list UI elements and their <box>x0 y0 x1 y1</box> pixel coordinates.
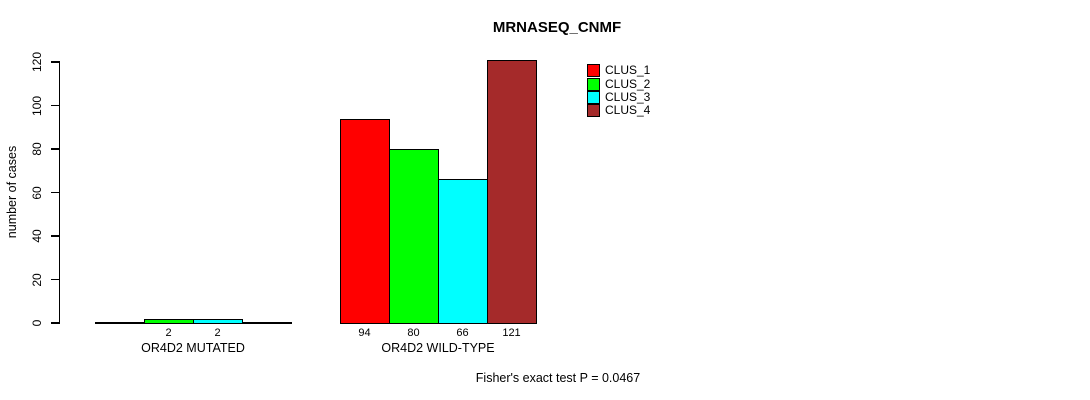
legend-item-label: CLUS_3 <box>605 89 651 104</box>
legend-item-label: CLUS_2 <box>605 76 651 91</box>
y-axis-line <box>58 61 60 324</box>
y-tick-label: 80 <box>30 142 44 156</box>
y-tick-label: 20 <box>30 272 44 287</box>
bar-value-label: 2 <box>214 327 221 339</box>
bar-value-label: 94 <box>358 327 371 339</box>
legend-item: CLUS_4 <box>587 103 651 118</box>
y-tick-label: 0 <box>30 319 44 327</box>
y-axis-label: number of cases <box>5 145 19 239</box>
y-axis-tick <box>51 191 59 194</box>
y-axis-tick <box>51 104 59 107</box>
bar-clus_2 <box>144 319 194 324</box>
bar-clus_3 <box>193 319 243 324</box>
y-tick-label: 60 <box>30 185 44 200</box>
legend: CLUS_1 CLUS_2 CLUS_3 CLUS_4 <box>587 64 650 118</box>
bar-clus_2 <box>389 149 439 324</box>
x-category-label: OR4D2 WILD-TYPE <box>381 341 495 355</box>
bar-value-label: 2 <box>165 327 172 339</box>
y-axis-tick <box>51 278 59 281</box>
y-tick-label: 40 <box>30 229 44 243</box>
bar-clus_3 <box>438 179 488 324</box>
legend-item-label: CLUS_4 <box>605 103 651 118</box>
stats-annotation: Fisher's exact test P = 0.0467 <box>475 371 641 385</box>
legend-item: CLUS_2 <box>587 76 651 91</box>
legend-item-label: CLUS_1 <box>605 63 651 78</box>
y-axis-tick <box>51 235 59 237</box>
legend-item: CLUS_1 <box>587 63 651 78</box>
y-tick-label: 100 <box>30 95 44 116</box>
legend-swatch-icon <box>587 104 600 118</box>
y-axis-tick <box>51 148 59 150</box>
bar-value-label: 80 <box>407 327 420 339</box>
bar-clus_4 <box>487 60 537 324</box>
legend-swatch-icon <box>587 64 600 78</box>
y-axis-tick <box>51 322 59 324</box>
legend-swatch-icon <box>587 90 600 104</box>
legend-swatch-icon <box>587 77 600 91</box>
chart-title: MRNASEQ_CNMF <box>492 19 622 36</box>
legend-item: CLUS_3 <box>587 89 651 104</box>
y-axis-tick <box>51 61 59 63</box>
x-category-label: OR4D2 MUTATED <box>141 341 245 355</box>
bar-value-label: 121 <box>502 327 521 339</box>
y-tick-label: 120 <box>30 51 44 73</box>
bar-value-label: 66 <box>456 327 469 339</box>
bar-clus_1 <box>340 119 390 324</box>
